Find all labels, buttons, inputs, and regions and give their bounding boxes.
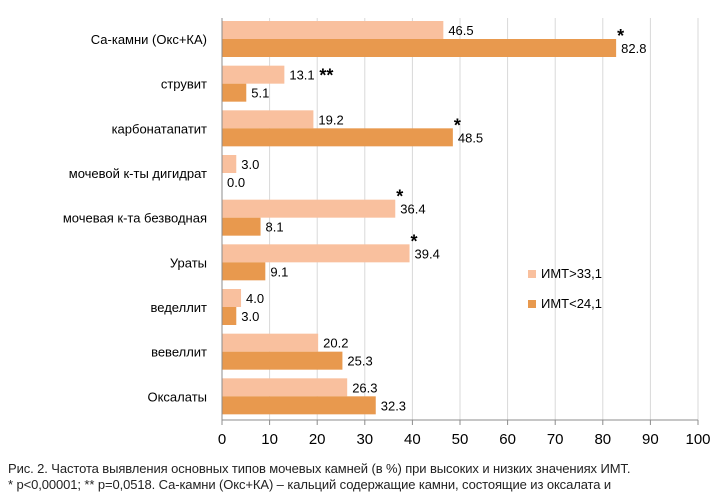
bar-low-bmi [222,128,453,147]
significance-marker: * [617,26,624,46]
x-tick-label: 10 [261,431,278,448]
bar-low-bmi [222,307,237,325]
legend-label: ИМТ<24,1 [541,296,602,311]
bar-high-bmi [222,155,237,173]
x-tick-label: 100 [685,431,710,448]
bar-low-bmi [222,39,617,57]
x-tick-label: 80 [594,431,611,448]
bar-high-bmi [222,289,242,307]
category-label: карбонатапатит [112,121,207,136]
value-label: 36.4 [400,202,425,217]
bar-high-bmi [222,65,285,84]
category-label: мочевой к-ты дигидрат [69,166,207,181]
bar-low-bmi [222,83,247,102]
category-label: вевеллит [151,345,207,360]
x-tick-label: 90 [642,431,659,448]
category-label: Са-камни (Окс+КА) [91,32,207,47]
value-label: 48.5 [458,130,483,145]
bar-low-bmi [222,217,261,236]
legend-swatch [528,270,536,278]
value-label: 26.3 [352,380,377,395]
x-tick-label: 70 [547,431,564,448]
category-label: веделлит [151,300,208,315]
value-label: 3.0 [241,309,259,324]
chart: 46.5 82.8 Са-камни (Окс+КА) 13.1 5.1 струвит 1… [63,18,711,448]
bar-high-bmi [222,333,319,352]
value-label: 9.1 [270,264,288,279]
value-label: 39.4 [415,246,440,261]
value-label: 46.5 [448,23,473,38]
x-tick-label: 60 [499,431,516,448]
value-label: 19.2 [318,112,343,127]
bar-high-bmi [222,21,444,39]
bar-low-bmi [222,262,266,281]
figure-caption-notes: * p<0,00001; ** p=0,0518. Са-камни (Окс+… [8,477,612,492]
legend-swatch [528,300,536,308]
value-label: 0.0 [227,175,245,190]
value-label: 32.3 [381,398,406,413]
category-label: струвит [161,77,207,92]
x-tick-label: 40 [404,431,421,448]
bar-low-bmi [222,351,343,370]
bar-high-bmi [222,244,410,263]
x-tick-label: 20 [309,431,326,448]
x-tick-label: 50 [452,431,469,448]
bar-high-bmi [222,110,314,129]
bar-low-bmi [222,396,376,415]
x-tick-label: 30 [356,431,373,448]
significance-marker: ** [319,66,333,86]
significance-marker: * [411,231,418,251]
value-label: 20.2 [323,336,348,351]
value-label: 4.0 [246,291,264,306]
x-tick-label: 0 [218,431,226,448]
significance-marker: * [396,187,403,207]
value-label: 13.1 [289,68,314,83]
bar-high-bmi [222,199,396,218]
bar-high-bmi [222,378,348,397]
value-label: 3.0 [241,157,259,172]
legend-label: ИМТ>33,1 [541,266,602,281]
figure-caption: Рис. 2. Частота выявления основных типов… [8,461,631,476]
category-label: Оксалаты [147,389,207,404]
value-label: 5.1 [251,86,269,101]
category-label: мочевая к-та безводная [63,211,207,226]
category-label: Ураты [170,255,207,270]
value-label: 25.3 [347,354,372,369]
value-label: 82.8 [621,41,646,56]
value-label: 8.1 [266,220,284,235]
significance-marker: * [454,115,461,135]
